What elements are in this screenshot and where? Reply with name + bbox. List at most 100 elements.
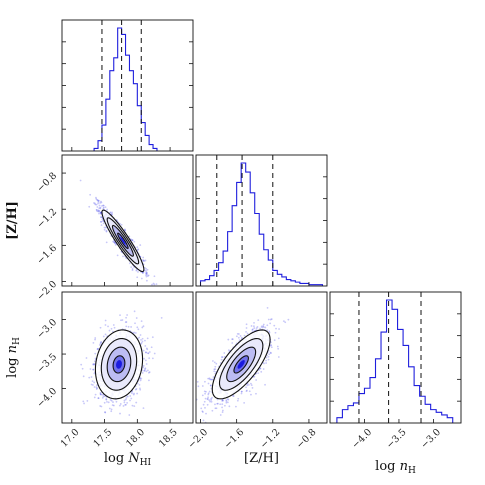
scatter-point: [96, 209, 98, 211]
scatter-point: [150, 346, 153, 349]
scatter-point: [227, 338, 230, 341]
scatter-point: [100, 200, 102, 203]
scatter-point: [270, 318, 273, 320]
scatter-point: [95, 384, 98, 387]
scatter-point: [96, 199, 99, 202]
scatter-point: [100, 216, 102, 218]
scatter-point: [104, 206, 107, 209]
scatter-point: [131, 239, 134, 241]
scatter-point: [255, 379, 258, 381]
scatter-point: [119, 412, 121, 415]
scatter-point: [261, 326, 264, 329]
scatter-point: [83, 402, 85, 405]
scatter-point: [102, 204, 105, 207]
scatter-point: [114, 243, 117, 246]
scatter-point: [145, 274, 147, 277]
scatter-point: [120, 223, 123, 226]
scatter-point: [226, 398, 229, 400]
scatter-point: [223, 352, 226, 354]
scatter-point: [97, 202, 99, 205]
scatter-point: [142, 349, 145, 352]
scatter-point: [93, 386, 96, 388]
scatter-point: [237, 336, 240, 339]
scatter-point: [99, 206, 102, 209]
scatter-point: [120, 319, 122, 322]
density-layer: [79, 179, 158, 286]
scatter-point: [93, 372, 96, 375]
scatter-point: [221, 356, 224, 358]
scatter-point: [270, 352, 272, 354]
scatter-point: [88, 205, 91, 208]
scatter-point: [257, 319, 260, 321]
scatter-point: [144, 351, 147, 354]
scatter-point: [93, 202, 95, 204]
scatter-point: [201, 385, 204, 387]
scatter-point: [287, 318, 290, 321]
scatter-point: [260, 325, 263, 328]
y-tick-label: −2.0: [35, 279, 59, 303]
scatter-point: [266, 306, 269, 309]
axis-labels-group: 17.0 17.5 18.0 18.5 −2.0 −1.6 −1.2 −0.8 −4.0 −3.5…: [5, 147, 443, 476]
scatter-point: [129, 395, 132, 397]
scatter-point: [151, 357, 154, 360]
scatter-point: [225, 399, 228, 402]
scatter-point: [93, 363, 96, 366]
scatter-point: [102, 206, 105, 209]
scatter-point: [125, 316, 127, 319]
scatter-point: [201, 410, 204, 413]
scatter-point: [124, 398, 127, 401]
scatter-point: [89, 368, 92, 370]
scatter-point: [94, 203, 97, 206]
scatter-point: [266, 324, 269, 327]
density-core: [237, 360, 245, 369]
scatter-point: [214, 365, 217, 368]
scatter-point: [124, 321, 127, 323]
scatter-point: [95, 208, 98, 211]
panels-group: [61, 19, 462, 428]
scatter-point: [219, 362, 222, 364]
scatter-point: [92, 368, 95, 371]
scatter-point: [151, 336, 154, 339]
scatter-point: [125, 403, 127, 406]
scatter-point: [139, 388, 142, 391]
scatter-point: [214, 368, 217, 371]
scatter-point: [103, 228, 106, 231]
scatter-point: [145, 267, 147, 270]
scatter-point: [277, 347, 280, 350]
scatter-point: [145, 351, 148, 354]
scatter-point: [203, 400, 206, 403]
scatter-point: [99, 212, 102, 215]
scatter-point: [137, 328, 140, 331]
scatter-point: [246, 384, 249, 387]
scatter-point: [121, 319, 124, 321]
scatter-point: [221, 411, 224, 414]
scatter-point: [259, 367, 262, 370]
scatter-point: [206, 397, 209, 400]
scatter-point: [145, 347, 148, 350]
2d-panel-logNHI-ZH: [61, 154, 194, 287]
scatter-point: [144, 339, 146, 342]
x-tick-label: 18.5: [157, 427, 180, 450]
scatter-point: [112, 324, 115, 326]
x-axis-label-lognH: log nH: [375, 459, 416, 476]
scatter-point: [204, 406, 206, 409]
scatter-point: [104, 324, 107, 326]
scatter-point: [201, 411, 204, 413]
scatter-point: [257, 372, 260, 375]
scatter-point: [118, 404, 121, 407]
scatter-point: [227, 349, 230, 352]
scatter-point: [128, 235, 131, 238]
scatter-point: [115, 400, 118, 403]
scatter-point: [147, 352, 150, 355]
scatter-point: [109, 211, 112, 214]
scatter-point: [140, 338, 142, 341]
scatter-point: [188, 426, 190, 428]
scatter-point: [213, 368, 216, 371]
scatter-point: [213, 361, 216, 364]
scatter-point: [99, 326, 102, 329]
scatter-point: [94, 352, 97, 355]
scatter-point: [111, 213, 113, 216]
scatter-point: [94, 393, 97, 396]
scatter-point: [116, 254, 119, 257]
x-tick-label: 18.0: [124, 427, 147, 450]
